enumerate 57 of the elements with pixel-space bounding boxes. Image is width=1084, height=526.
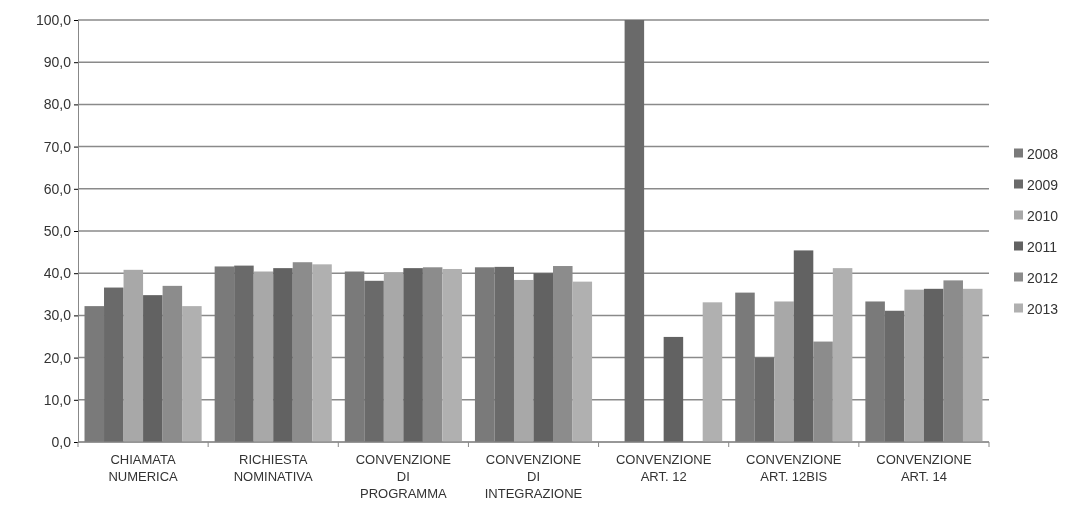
y-tick-label: 70,0 bbox=[43, 138, 72, 155]
legend-label: 2010 bbox=[1027, 207, 1059, 224]
y-tick-label: 80,0 bbox=[43, 96, 72, 113]
legend-label: 2009 bbox=[1027, 176, 1059, 193]
bar bbox=[214, 266, 235, 442]
x-tick-label: CONVENZIONE DI INTEGRAZIONE bbox=[484, 452, 583, 501]
x-tick-label: CONVENZIONE ART. 14 bbox=[876, 452, 972, 484]
x-tick-label: CONVENZIONE ART. 12 bbox=[615, 452, 712, 484]
bar bbox=[754, 357, 775, 442]
bar bbox=[923, 288, 944, 442]
bar bbox=[143, 295, 163, 442]
bar bbox=[735, 292, 755, 442]
y-tick-label: 100,0 bbox=[35, 11, 72, 28]
bar bbox=[474, 267, 495, 442]
bar bbox=[182, 306, 202, 442]
y-tick-label: 20,0 bbox=[43, 349, 72, 366]
legend-label: 2012 bbox=[1027, 269, 1059, 286]
bar bbox=[123, 269, 144, 442]
y-tick-label: 90,0 bbox=[43, 54, 72, 71]
x-tick-label: CONVENZIONE DI PROGRAMMA bbox=[355, 452, 452, 501]
bar bbox=[84, 306, 105, 442]
bar bbox=[663, 336, 684, 442]
bar bbox=[624, 20, 645, 442]
y-tick-label: 30,0 bbox=[43, 307, 72, 324]
y-tick-label: 10,0 bbox=[43, 391, 72, 408]
bar bbox=[442, 268, 462, 442]
bar bbox=[572, 281, 593, 442]
bar bbox=[774, 301, 794, 442]
bar bbox=[962, 288, 983, 442]
bar bbox=[273, 268, 293, 442]
legend-label: 2013 bbox=[1027, 300, 1059, 317]
bar bbox=[494, 266, 514, 442]
bar bbox=[793, 250, 814, 442]
bar bbox=[234, 265, 254, 442]
y-tick-label: 60,0 bbox=[43, 180, 72, 197]
bar bbox=[832, 268, 853, 442]
bar bbox=[884, 310, 905, 442]
x-tick-label: CHIAMATA NUMERICA bbox=[108, 452, 179, 484]
bar bbox=[533, 273, 554, 442]
bar bbox=[904, 289, 924, 442]
y-tick-label: 0,0 bbox=[51, 433, 72, 450]
bar bbox=[344, 271, 365, 442]
bar bbox=[865, 301, 885, 442]
y-tick-label: 50,0 bbox=[43, 222, 72, 239]
bar bbox=[364, 280, 384, 442]
y-tick-label: 40,0 bbox=[43, 265, 72, 282]
bar bbox=[312, 264, 332, 442]
bar bbox=[403, 268, 423, 442]
bar bbox=[513, 279, 534, 442]
bar bbox=[383, 272, 404, 442]
legend-label: 2008 bbox=[1027, 145, 1059, 162]
legend-label: 2011 bbox=[1027, 238, 1058, 255]
x-tick-label: RICHIESTA NOMINATIVA bbox=[233, 452, 314, 484]
bar bbox=[104, 287, 124, 442]
x-tick-label: CONVENZIONE ART. 12BIS bbox=[746, 452, 842, 484]
bar bbox=[702, 302, 723, 442]
bar bbox=[253, 271, 274, 442]
